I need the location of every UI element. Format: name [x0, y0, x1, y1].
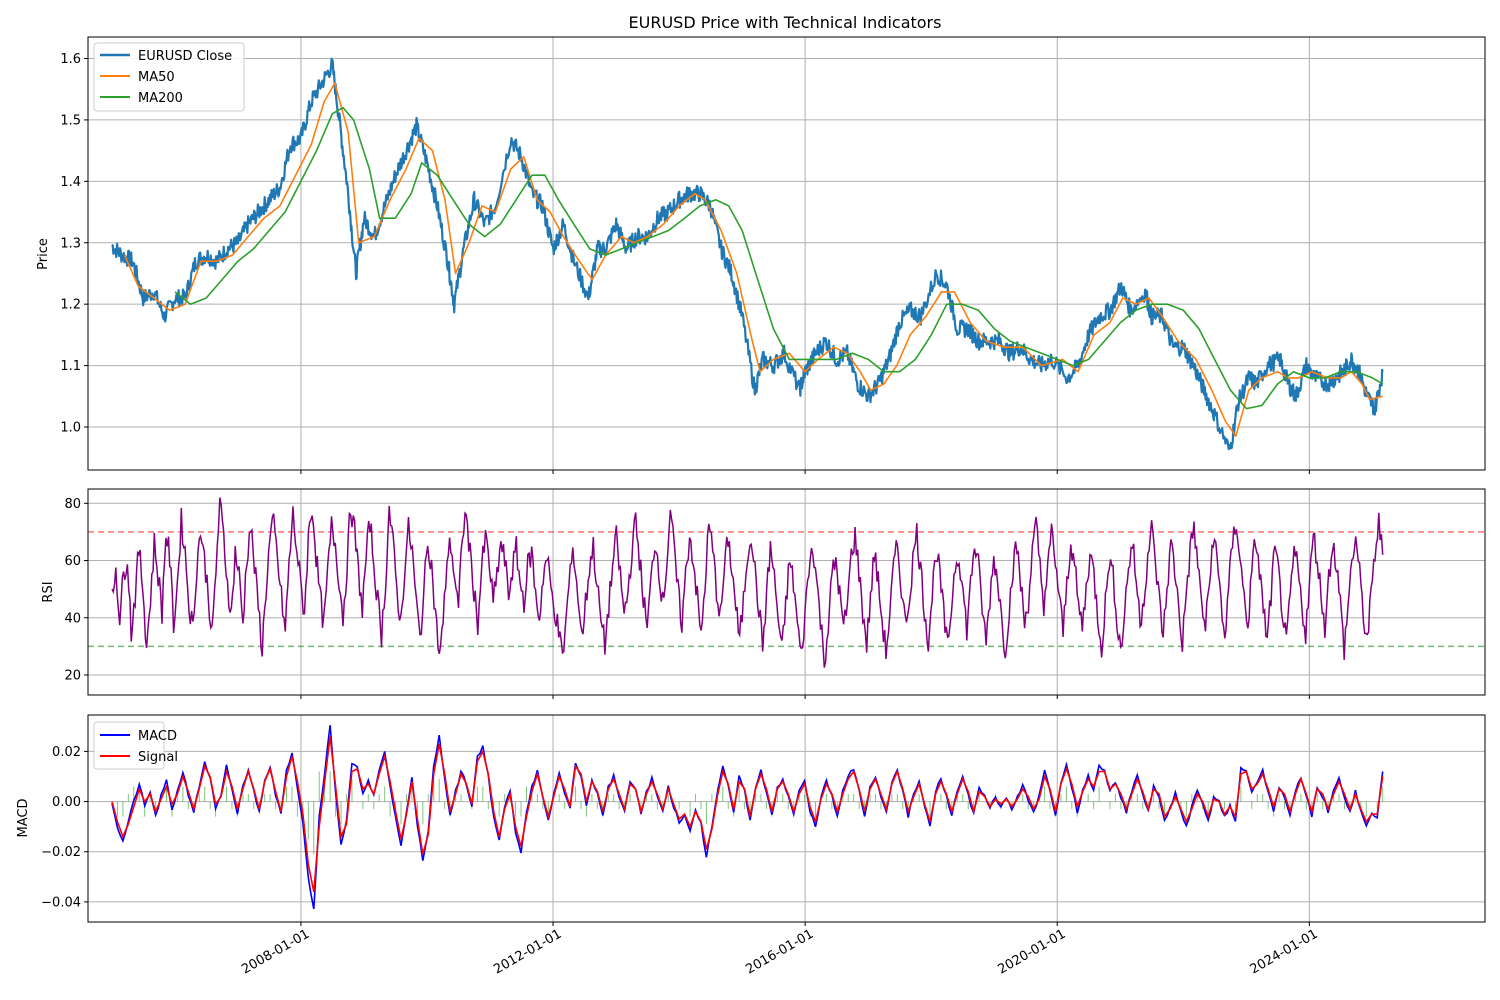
- rsi-panel: 20 40 60 80 RSI: [41, 488, 1486, 696]
- x-tick-label: 2012-01-01: [491, 927, 564, 978]
- macd-grid: [88, 715, 1485, 922]
- macd-legend-box: [93, 721, 165, 770]
- rsi-reference-lines: [88, 531, 1485, 648]
- price-y-tick-label: 1.2: [60, 298, 81, 313]
- price-series-line-close: [111, 57, 1384, 451]
- price-y-tick-label: 1.3: [60, 236, 81, 251]
- macd-plot-area: [111, 725, 1384, 910]
- legend-close-label: EURUSD Close: [138, 49, 232, 64]
- rsi-y-tick-label: 80: [64, 497, 81, 512]
- legend-ma200-label: MA200: [138, 91, 183, 106]
- price-y-ticks: 1.0 1.1 1.2 1.3 1.4 1.5 1.6: [60, 52, 88, 436]
- rsi-plot-area: [111, 497, 1384, 668]
- price-series-line-ma50: [123, 82, 1383, 437]
- price-axes-frame: [87, 36, 1486, 471]
- macd-y-tick-label: −0.04: [41, 895, 81, 910]
- price-panel: 1.0 1.1 1.2 1.3 1.4 1.5 1.6 Price EURUSD Close…: [36, 36, 1486, 471]
- x-tick-label: 2008-01-01: [239, 927, 312, 978]
- price-series-line-ma200: [174, 106, 1384, 410]
- price-legend-box: [93, 42, 245, 112]
- x-tick-label: 2020-01-01: [996, 927, 1069, 978]
- signal-series-line: [111, 736, 1384, 893]
- macd-panel: −0.04 −0.02 0.00 0.02 MACD MACD Signal: [16, 714, 1486, 923]
- macd-legend: MACD Signal: [93, 721, 178, 770]
- rsi-axes-frame: [87, 488, 1486, 696]
- rsi-y-tick-label: 60: [64, 554, 81, 569]
- macd-y-tick-label: −0.02: [41, 845, 81, 860]
- macd-y-tick-label: 0.00: [52, 795, 81, 810]
- x-axis-ticks: 2008-01-01 2012-01-01 2016-01-01 2020-01-01…: [239, 470, 1321, 978]
- macd-y-axis-label: MACD: [16, 799, 31, 838]
- rsi-y-ticks: 20 40 60 80: [64, 497, 88, 683]
- price-y-tick-label: 1.4: [60, 175, 81, 190]
- rsi-y-tick-label: 40: [64, 611, 81, 626]
- price-y-tick-label: 1.6: [60, 52, 81, 67]
- price-y-tick-label: 1.1: [60, 359, 81, 374]
- price-y-tick-label: 1.0: [60, 421, 81, 436]
- legend-ma50-label: MA50: [138, 70, 175, 85]
- price-plot-area: [111, 57, 1384, 451]
- chart-title: EURUSD Price with Technical Indicators: [629, 13, 942, 32]
- macd-y-ticks: −0.04 −0.02 0.00 0.02: [41, 745, 88, 910]
- price-legend: EURUSD Close MA50 MA200: [93, 42, 245, 112]
- macd-y-tick-label: 0.02: [52, 745, 81, 760]
- price-y-axis-label: Price: [36, 238, 51, 270]
- rsi-series-line: [111, 497, 1384, 668]
- macd-axes-frame: [87, 714, 1486, 923]
- price-grid: [88, 37, 1485, 470]
- rsi-y-tick-label: 20: [64, 668, 81, 683]
- x-tick-label: 2016-01-01: [743, 927, 816, 978]
- x-tick-label: 2024-01-01: [1248, 927, 1321, 978]
- legend-macd-label: MACD: [138, 729, 177, 744]
- rsi-grid: [88, 489, 1485, 695]
- price-y-tick-label: 1.5: [60, 113, 81, 128]
- rsi-y-axis-label: RSI: [41, 581, 56, 602]
- legend-signal-label: Signal: [138, 750, 178, 765]
